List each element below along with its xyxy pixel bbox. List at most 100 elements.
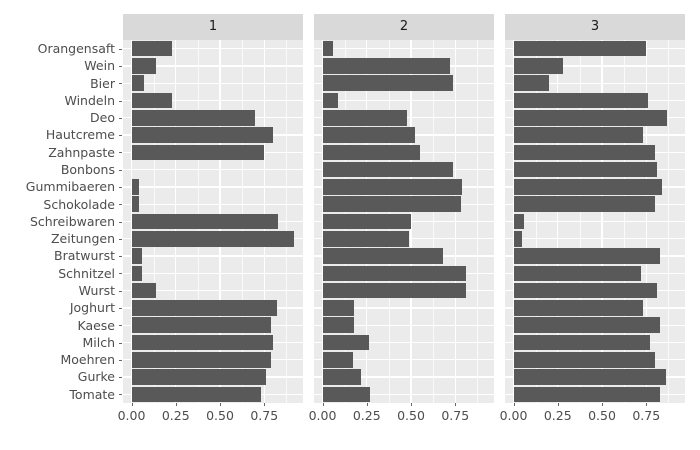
bar-zeitungen — [513, 231, 523, 247]
bar-bier — [513, 75, 549, 91]
bar-joghurt — [513, 300, 643, 316]
x-tick-label: 0.75 — [441, 408, 470, 423]
bar-moehren — [131, 352, 272, 368]
gridline-horizontal — [314, 47, 494, 50]
y-axis-label: Bier — [90, 75, 115, 91]
bar-deo — [322, 110, 408, 126]
gridline-horizontal — [505, 65, 685, 67]
y-axis-label: Schnitzel — [58, 265, 115, 281]
gridline-vertical-minor — [624, 40, 625, 403]
gridline-vertical-major — [512, 40, 515, 403]
y-axis-label: Hautcreme — [45, 127, 115, 143]
gridline-vertical-minor — [286, 40, 288, 403]
bar-gurke — [513, 369, 666, 385]
gridline-horizontal — [123, 255, 303, 257]
y-tick-mark — [119, 394, 122, 396]
bar-wurst — [322, 282, 466, 299]
y-tick-mark — [119, 377, 122, 379]
y-tick-mark — [119, 152, 122, 154]
bar-orangensaft — [322, 40, 334, 57]
gridline-vertical-minor — [477, 40, 479, 403]
x-tick-mark — [131, 403, 133, 406]
bar-gurke — [131, 369, 267, 385]
x-tick-mark — [175, 403, 177, 406]
bar-zahnpaste — [131, 144, 265, 161]
y-tick-mark — [119, 135, 122, 137]
gridline-horizontal — [123, 65, 303, 67]
gridline-vertical-major — [130, 40, 133, 403]
bar-bonbons — [513, 161, 657, 178]
gridline-horizontal — [505, 238, 685, 240]
bar-windeln — [513, 92, 649, 109]
y-tick-mark — [119, 221, 122, 223]
bar-gurke — [322, 369, 362, 385]
bar-orangensaft — [513, 40, 647, 57]
bar-orangensaft — [131, 40, 173, 57]
gridline-vertical-major — [454, 40, 456, 403]
bar-schreibwaren — [131, 213, 279, 230]
facet-panel — [123, 40, 303, 403]
bar-schnitzel — [131, 265, 143, 282]
y-axis-label: Kaese — [77, 317, 115, 333]
y-axis-label: Deo — [90, 110, 115, 126]
y-axis-label: Orangensaft — [37, 41, 115, 56]
bar-bratwurst — [322, 248, 443, 264]
y-tick-mark — [119, 48, 122, 50]
bar-deo — [131, 110, 256, 126]
x-tick-mark — [513, 403, 515, 406]
y-tick-mark — [119, 65, 122, 67]
bar-hautcreme — [513, 127, 643, 143]
facet-strip-label: 1 — [123, 14, 303, 40]
x-tick-mark — [411, 403, 412, 406]
bar-wurst — [513, 282, 657, 299]
y-tick-mark — [119, 169, 122, 171]
gridline-horizontal — [123, 186, 303, 188]
bar-gummibaeren — [322, 179, 463, 195]
y-tick-mark — [119, 359, 122, 361]
y-axis-label: Milch — [82, 334, 115, 350]
gridline-vertical-major — [321, 40, 324, 403]
bar-kaese — [513, 317, 661, 333]
gridline-horizontal — [505, 82, 685, 84]
bar-milch — [131, 334, 274, 351]
gridline-horizontal — [123, 272, 303, 275]
bar-bier — [322, 75, 454, 91]
facet-strip-label: 3 — [505, 14, 685, 40]
gridline-horizontal — [123, 82, 303, 84]
y-axis-label: Tomate — [69, 386, 115, 402]
x-tick-label: 0.00 — [308, 408, 337, 423]
facet-strip-label: 2 — [314, 14, 494, 40]
x-tick-mark — [264, 403, 266, 406]
bar-bier — [131, 75, 144, 91]
y-tick-mark — [119, 342, 122, 344]
gridline-vertical-minor — [579, 40, 581, 403]
x-tick-mark — [557, 403, 559, 406]
bar-milch — [513, 334, 650, 351]
bar-wein — [513, 58, 564, 74]
bar-schreibwaren — [322, 213, 411, 230]
y-axis-label: Schokolade — [43, 196, 115, 212]
y-tick-mark — [119, 290, 122, 292]
y-tick-mark — [119, 100, 122, 102]
gridline-horizontal — [314, 99, 494, 102]
x-tick-mark — [366, 403, 368, 406]
bar-deo — [513, 110, 668, 126]
gridline-horizontal — [314, 341, 494, 344]
y-axis-label: Zahnpaste — [48, 144, 115, 160]
gridline-vertical-major — [601, 40, 603, 403]
y-axis-label: Bonbons — [60, 162, 115, 177]
bar-hautcreme — [322, 127, 415, 143]
bar-wein — [322, 58, 450, 74]
facet-panel — [505, 40, 685, 403]
x-tick-label: 0.00 — [117, 408, 146, 423]
y-axis-label: Bratwurst — [54, 248, 115, 264]
bar-bratwurst — [513, 248, 661, 264]
y-axis-label: Schreibwaren — [29, 213, 115, 229]
y-axis-label: Zeitungen — [50, 231, 115, 247]
y-tick-mark — [119, 273, 122, 275]
gridline-vertical-minor — [668, 40, 670, 403]
x-tick-label: 0.50 — [588, 408, 616, 423]
bar-gummibaeren — [131, 179, 139, 195]
bar-tomate — [322, 386, 371, 403]
gridline-horizontal — [123, 168, 303, 171]
